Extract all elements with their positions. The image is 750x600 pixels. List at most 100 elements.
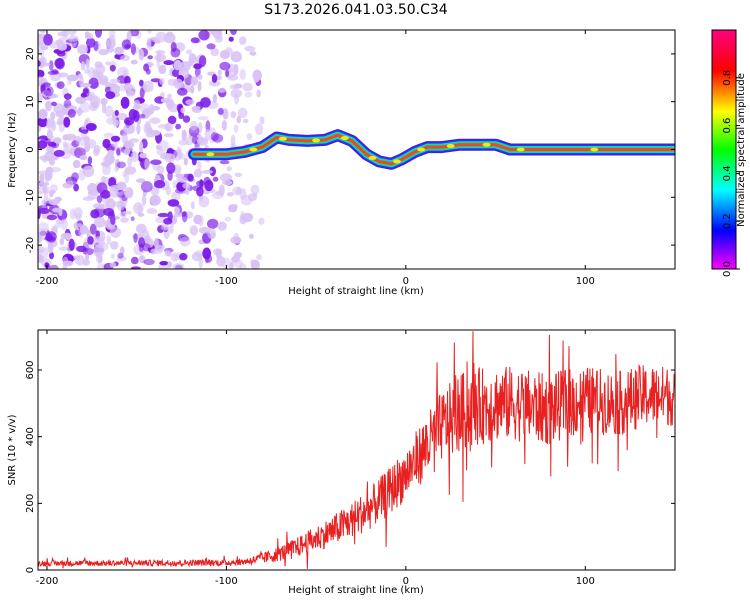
- spectrogram-noise-blob: [86, 37, 96, 48]
- spectrogram-noise-blob: [119, 203, 127, 208]
- spectrogram-noise-blob: [81, 129, 89, 135]
- snr-panel: -200 -100 0 100 0 200 400 600 Height of straig…: [7, 329, 676, 596]
- spectrogram-noise-blob: [147, 55, 153, 60]
- spectrogram-noise-blob: [38, 207, 41, 220]
- spectrogram-noise-blob: [190, 85, 195, 94]
- spectrogram-noise-blob: [93, 41, 99, 51]
- spectrogram-noise-blob: [67, 30, 77, 36]
- colorbar-tick-label: 0.4: [722, 165, 733, 181]
- spectrogram-noise-blob: [181, 210, 188, 223]
- spectrogram-noise-blob: [68, 35, 79, 42]
- spectrogram-y-ticks: -20 -10 0 10 20: [25, 48, 675, 253]
- spectrogram-noise-blob: [109, 78, 121, 84]
- spectrogram-noise-blob: [175, 60, 181, 67]
- spectrogram-noise-blob: [172, 180, 177, 189]
- spectrogram-noise-blob: [179, 253, 188, 261]
- spectrogram-noise-blob: [42, 247, 49, 259]
- spectrogram-noise-blob: [178, 176, 188, 184]
- spectrogram-noise-blob: [242, 82, 253, 92]
- spectrogram-noise-blob: [190, 37, 200, 44]
- spectrogram-noise-blob: [102, 138, 111, 149]
- spectrogram-noise-blob: [230, 88, 243, 98]
- spectrogram-noise-blob: [110, 214, 116, 225]
- spectrogram-y-tick-label: 20: [25, 48, 36, 61]
- spectrogram-noise-blob: [233, 251, 243, 259]
- spectrogram-noise-blob: [258, 217, 265, 225]
- spectrogram-noise-blob: [142, 243, 151, 252]
- tone-track-peak: [446, 143, 455, 148]
- spectrogram-noise-blob: [75, 213, 82, 222]
- spectrogram-noise-blob: [123, 117, 135, 126]
- spectrogram-noise-blob: [57, 31, 66, 37]
- spectrogram-noise-blob: [170, 41, 177, 53]
- spectrogram-noise-blob: [49, 189, 56, 194]
- spectrogram-noise-blob: [240, 194, 253, 206]
- spectrogram-noise-blob: [253, 78, 259, 83]
- spectrogram-noise-blob: [246, 133, 253, 141]
- tone-track-peak: [206, 152, 215, 157]
- spectrogram-noise-blob: [38, 248, 44, 256]
- spectrogram-noise-blob: [140, 181, 153, 193]
- tone-track-peak: [417, 147, 426, 152]
- spectrogram-noise-blob: [43, 85, 54, 97]
- spectrogram-noise-blob: [155, 217, 165, 224]
- spectrogram-noise-blob: [103, 208, 115, 216]
- spectrogram-noise-blob: [167, 199, 180, 207]
- spectrogram-noise-blob: [139, 113, 146, 119]
- spectrogram-noise-blob: [197, 161, 202, 171]
- spectrogram-noise-blob: [66, 79, 72, 86]
- spectrogram-noise-blob: [122, 69, 128, 78]
- spectrogram-noise-blob: [205, 254, 213, 263]
- spectrogram-noise-blob: [124, 171, 130, 184]
- spectrogram-noise-blob: [130, 43, 136, 55]
- tone-track-peak: [590, 147, 599, 152]
- spectrogram-noise-blob: [226, 166, 232, 172]
- spectrogram-noise-blob: [146, 208, 158, 214]
- spectrogram-noise-blob: [50, 111, 56, 121]
- spectrogram-noise-blob: [87, 236, 94, 245]
- spectrogram-noise-blob: [38, 207, 50, 214]
- spectrogram-noise-blob: [256, 254, 263, 261]
- spectrogram-noise-blob: [45, 100, 52, 112]
- snr-x-ticks: -200 -100 0 100: [36, 330, 595, 587]
- spectrogram-noise-blob: [157, 212, 169, 218]
- spectrogram-noise-blob: [83, 88, 89, 94]
- spectrogram-noise-blob: [116, 161, 126, 169]
- snr-x-tick-label: 100: [576, 576, 595, 587]
- spectrogram-noise-blob: [38, 181, 50, 187]
- tone-track-peak: [368, 155, 377, 160]
- spectrogram-noise-blob: [66, 180, 74, 186]
- spectrogram-noise-blob: [142, 108, 154, 115]
- spectrogram-noise-blob: [193, 168, 203, 178]
- spectrogram-noise-blob: [82, 247, 94, 256]
- spectrogram-noise-blob: [244, 91, 253, 98]
- spectrogram-noise-blob: [221, 120, 227, 131]
- spectrogram-noise-blob: [210, 232, 216, 240]
- spectrogram-noise-blob: [130, 216, 135, 221]
- spectrogram-noise-blob: [121, 133, 128, 144]
- tone-track-peak: [278, 136, 287, 141]
- spectrogram-noise-blob: [56, 81, 65, 89]
- spectrogram-noise-blob: [239, 36, 247, 45]
- spectrogram-noise-blob: [149, 194, 161, 206]
- spectrogram-noise-blob: [217, 69, 222, 76]
- spectrogram-noise-blob: [43, 197, 52, 204]
- spectrogram-noise-blob: [239, 68, 246, 80]
- spectrogram-noise-blob: [97, 203, 107, 210]
- spectrogram-noise-blob: [58, 122, 65, 133]
- spectrogram-noise-blob: [87, 183, 98, 194]
- spectrogram-noise-blob: [172, 69, 180, 78]
- colorbar-tick-label: 0.0: [722, 261, 733, 277]
- spectrogram-noise-blob: [38, 140, 47, 150]
- spectrogram-noise-blob: [41, 156, 48, 163]
- spectrogram-noise-blob: [159, 77, 165, 85]
- spectrogram-x-label: Height of straight line (km): [288, 286, 424, 297]
- spectrogram-noise-blob: [54, 58, 64, 69]
- spectrogram-noise-blob: [160, 152, 172, 160]
- spectrogram-noise-blob: [51, 101, 57, 107]
- spectrogram-noise-blob: [109, 64, 116, 72]
- spectrogram-noise-blob: [125, 90, 136, 97]
- spectrogram-noise-blob: [123, 148, 131, 156]
- spectrogram-noise-blob: [130, 266, 141, 269]
- spectrogram-noise-blob: [62, 141, 68, 148]
